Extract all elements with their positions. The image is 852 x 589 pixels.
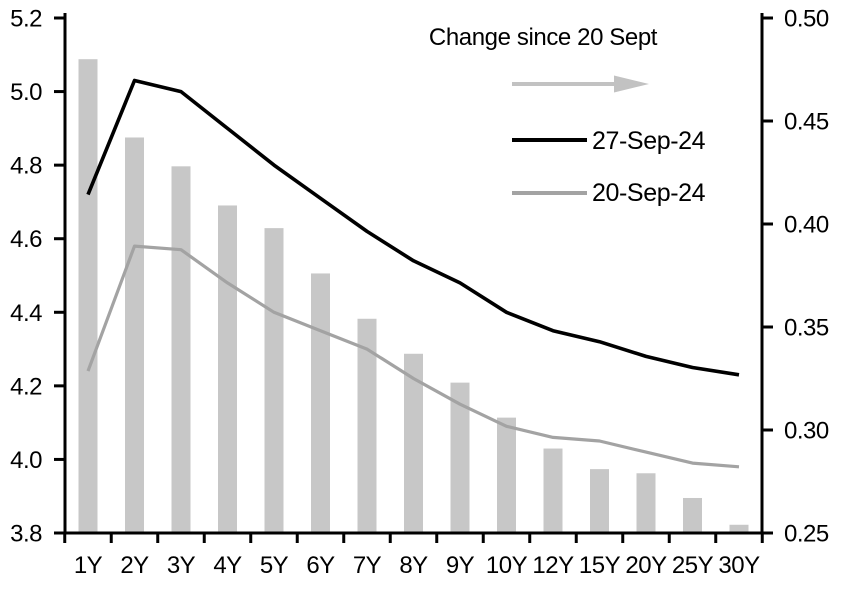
bar-5Y bbox=[264, 228, 284, 533]
x-axis-category-label: 9Y bbox=[446, 552, 475, 579]
left-axis-tick-label: 4.0 bbox=[10, 447, 42, 474]
x-axis-category-label: 8Y bbox=[399, 552, 428, 579]
x-axis-category-label: 5Y bbox=[260, 552, 289, 579]
left-axis-tick-label: 5.0 bbox=[10, 79, 42, 106]
x-axis-category-label: 4Y bbox=[213, 552, 242, 579]
x-axis-category-label: 30Y bbox=[718, 552, 760, 579]
bar-8Y bbox=[404, 353, 423, 533]
right-axis-tick-label: 0.40 bbox=[784, 212, 829, 239]
x-axis-category-label: 20Y bbox=[625, 552, 667, 579]
right-axis-tick-label: 0.25 bbox=[784, 521, 829, 548]
x-axis-category-label: 10Y bbox=[486, 552, 528, 579]
x-axis-category-label: 6Y bbox=[306, 552, 335, 579]
left-axis-tick-label: 4.6 bbox=[10, 226, 42, 253]
x-axis-category-label: 1Y bbox=[74, 552, 103, 579]
bar-12Y bbox=[543, 448, 563, 533]
x-axis-category-label: 25Y bbox=[672, 552, 714, 579]
x-axis-category-label: 12Y bbox=[532, 552, 574, 579]
bar-7Y bbox=[357, 318, 377, 533]
bar-10Y bbox=[497, 417, 516, 533]
x-axis-category-label: 2Y bbox=[120, 552, 149, 579]
right-axis-tick-label: 0.45 bbox=[784, 109, 829, 136]
right-axis-tick-label: 0.35 bbox=[784, 315, 829, 342]
left-axis-tick-label: 4.8 bbox=[10, 153, 42, 180]
x-axis-category-label: 15Y bbox=[579, 552, 621, 579]
bar-20Y bbox=[636, 473, 656, 533]
bar-1Y bbox=[78, 59, 98, 533]
bar-3Y bbox=[171, 166, 191, 533]
bar-25Y bbox=[683, 497, 702, 533]
right-axis-tick-label: 0.30 bbox=[784, 418, 829, 445]
bar-9Y bbox=[450, 382, 470, 533]
bar-30Y bbox=[729, 524, 749, 533]
bar-15Y bbox=[590, 469, 609, 533]
left-axis-tick-label: 4.4 bbox=[10, 300, 42, 327]
left-axis-tick-label: 3.8 bbox=[10, 521, 42, 548]
x-axis-category-label: 7Y bbox=[353, 552, 382, 579]
right-axis-tick-label: 0.50 bbox=[784, 6, 829, 33]
line-20-sep-24 bbox=[86, 244, 740, 469]
bar-6Y bbox=[311, 273, 330, 533]
bar-2Y bbox=[125, 137, 144, 534]
bar-4Y bbox=[218, 205, 237, 533]
x-axis-category-label: 3Y bbox=[167, 552, 196, 579]
left-axis-tick-label: 4.2 bbox=[10, 373, 42, 400]
line-27-sep-24 bbox=[86, 78, 740, 377]
left-axis-tick-label: 5.2 bbox=[10, 6, 42, 33]
